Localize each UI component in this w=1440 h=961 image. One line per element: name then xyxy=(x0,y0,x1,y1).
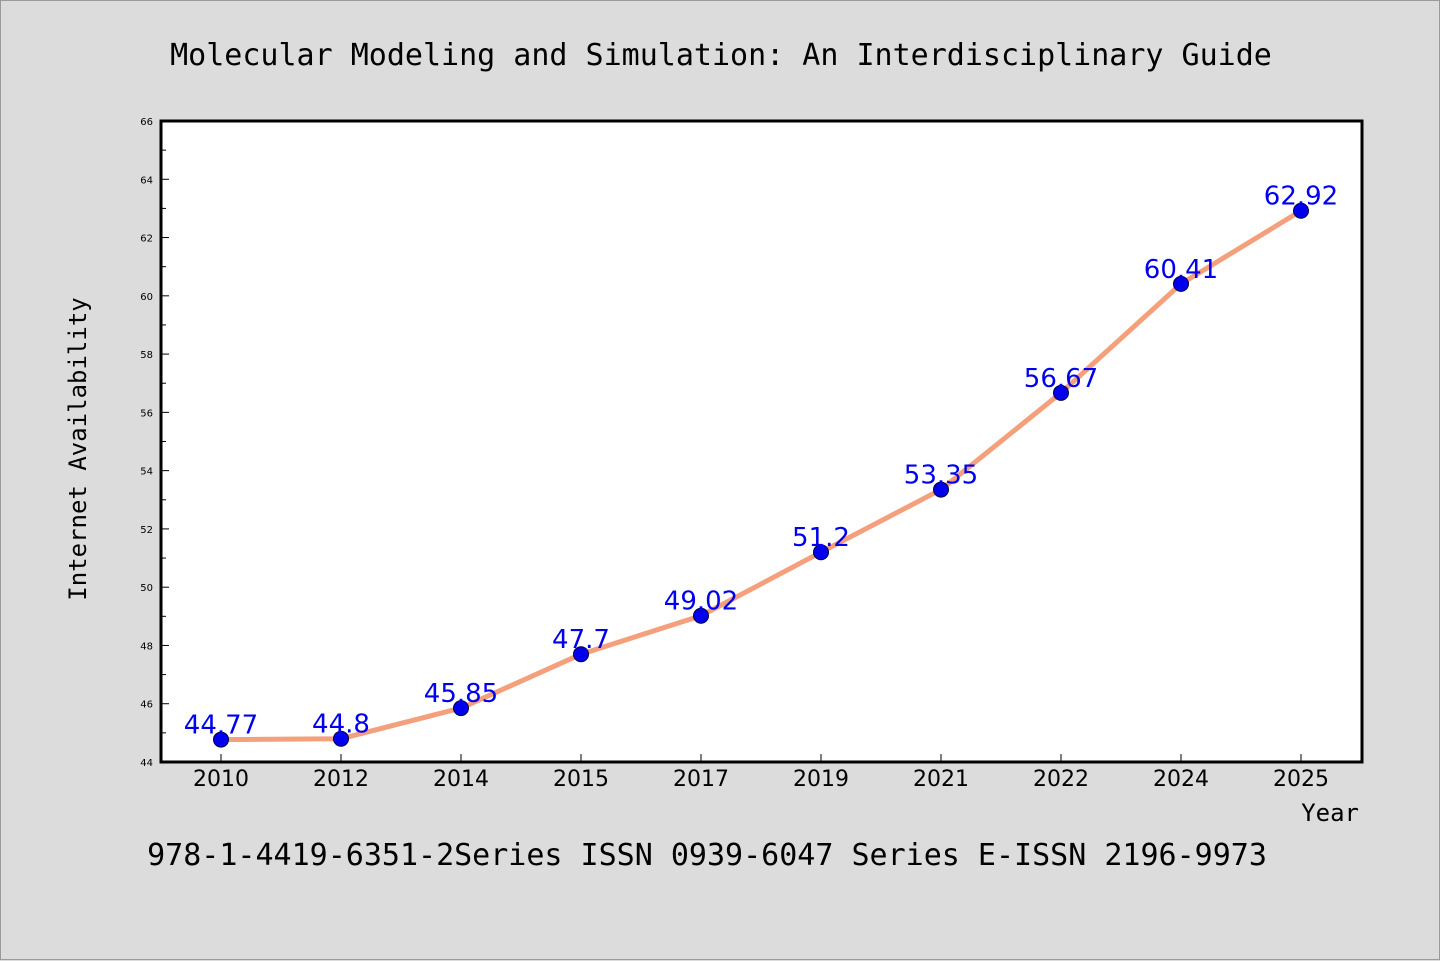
data-label: 62.92 xyxy=(1264,182,1338,212)
data-point xyxy=(813,544,829,561)
data-label: 44.8 xyxy=(312,710,370,740)
y-tick-label: 56 xyxy=(140,408,153,419)
x-tick-label: 2010 xyxy=(193,767,249,792)
data-point xyxy=(213,731,229,748)
data-labels: 44.77 44.8 45.85 47.7 49.02 51.2 53.35 56.67 60.… xyxy=(184,182,1338,741)
data-point xyxy=(1053,384,1069,401)
x-tick-label: 2019 xyxy=(793,767,849,792)
y-tick-label: 60 xyxy=(140,292,153,303)
y-tick-label: 64 xyxy=(140,175,153,186)
data-point xyxy=(573,646,589,663)
data-label: 44.77 xyxy=(184,711,258,741)
y-tick-label: 44 xyxy=(140,758,153,769)
x-tick-label: 2025 xyxy=(1273,767,1329,792)
data-point xyxy=(1173,275,1189,292)
plot-frame xyxy=(159,119,1364,764)
data-label: 53.35 xyxy=(904,461,978,491)
y-tick-label: 52 xyxy=(140,525,153,536)
y-tick-label: 48 xyxy=(140,641,153,652)
y-tick-label: 46 xyxy=(140,700,153,711)
chart-title: Molecular Modeling and Simulation: An In… xyxy=(170,38,1272,73)
data-markers xyxy=(213,202,1309,748)
x-tick-label: 2022 xyxy=(1033,767,1089,792)
x-tick-label: 2012 xyxy=(313,767,369,792)
x-tick-label: 2024 xyxy=(1153,767,1209,792)
y-tick-label: 54 xyxy=(140,467,153,478)
x-tick-label: 2017 xyxy=(673,767,729,792)
data-label: 49.02 xyxy=(664,587,738,617)
y-tick-label: 66 xyxy=(140,117,153,128)
x-tick-label: 2014 xyxy=(433,767,489,792)
y-axis-label: Internet Availability xyxy=(64,297,92,600)
x-tick-label: 2015 xyxy=(553,767,609,792)
chart-subtitle: 978-1-4419-6351-2Series ISSN 0939-6047 S… xyxy=(147,838,1267,873)
plot-area xyxy=(161,121,1362,762)
y-tick-label: 62 xyxy=(140,234,153,245)
series-line xyxy=(220,208,1303,743)
axis-ticks: 44 46 48 50 52 54 56 58 60 62 64 66 2010 2012 2014 2015… xyxy=(140,117,1329,792)
data-point xyxy=(333,730,349,747)
y-tick-label: 58 xyxy=(140,350,153,361)
x-tick-label: 2021 xyxy=(913,767,969,792)
data-label: 45.85 xyxy=(424,679,498,709)
data-point xyxy=(933,481,949,498)
data-point xyxy=(1293,202,1309,219)
x-axis-label: Year xyxy=(1301,799,1359,827)
data-point xyxy=(693,607,709,624)
y-tick-label: 50 xyxy=(140,583,153,594)
data-label: 60.41 xyxy=(1144,255,1218,285)
data-label: 56.67 xyxy=(1024,364,1098,394)
data-label: 51.2 xyxy=(792,523,850,553)
data-label: 47.7 xyxy=(552,625,610,655)
data-point xyxy=(453,700,469,717)
